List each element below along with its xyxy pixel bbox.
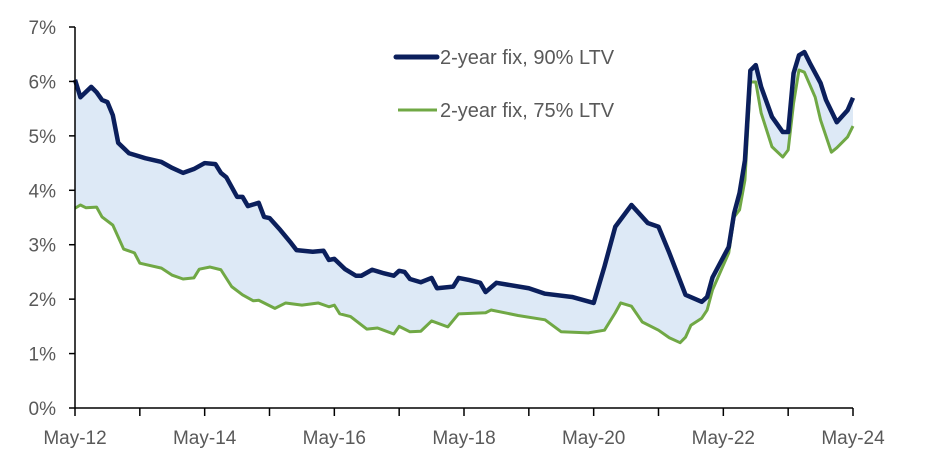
spread-fill-area <box>75 52 853 343</box>
axes: 0% 1% 2% 3% 4% 5% 6% 7% May-12 May-14 May-16 May-18… <box>29 18 886 449</box>
x-tick-label: May-12 <box>43 428 106 449</box>
y-tick-label: 2% <box>29 290 57 311</box>
series-line-75-ltv <box>74 68 855 345</box>
x-tick-label: May-20 <box>562 428 625 449</box>
x-tick-label: May-14 <box>173 428 237 449</box>
y-tick-label: 4% <box>29 181 57 202</box>
y-tick-label: 6% <box>29 72 57 93</box>
legend-label-90-ltv: 2-year fix, 90% LTV <box>440 47 615 69</box>
y-tick-label: 3% <box>29 236 57 257</box>
series-line-90-ltv <box>72 49 856 306</box>
y-tick-label: 1% <box>29 345 57 366</box>
legend-label-75-ltv: 2-year fix, 75% LTV <box>440 100 615 122</box>
legend: 2-year fix, 90% LTV 2-year fix, 75% LTV <box>393 47 615 122</box>
x-tick-label: May-18 <box>432 428 495 449</box>
x-tick-label: May-22 <box>692 428 755 449</box>
series-layer <box>72 49 856 345</box>
y-tick-label: 5% <box>29 127 57 148</box>
x-tick-label: May-16 <box>303 428 366 449</box>
y-tick-label: 7% <box>29 18 57 39</box>
y-tick-label: 0% <box>29 399 57 420</box>
spread-fill-layer <box>75 52 853 343</box>
x-tick-label: May-24 <box>821 428 885 449</box>
